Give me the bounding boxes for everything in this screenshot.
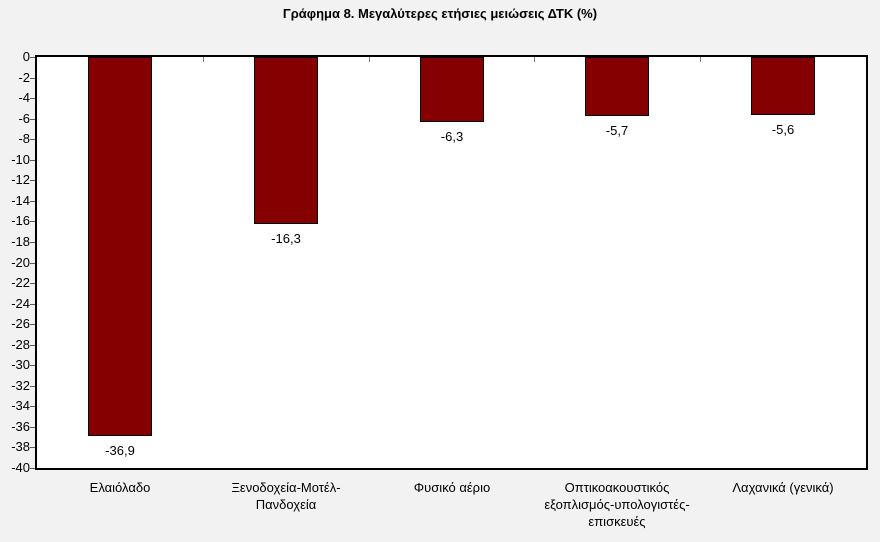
y-axis-tick-label: -32 — [11, 377, 30, 393]
y-axis-tick-mark — [30, 159, 35, 161]
bar-value-label: -16,3 — [271, 231, 301, 246]
y-axis-tick-label: -2 — [18, 69, 30, 85]
y-axis-tick-label: -40 — [11, 460, 30, 475]
y-axis-tick-label: -12 — [11, 172, 30, 188]
y-axis-tick-label: -26 — [11, 316, 30, 332]
y-axis-tick-label: -36 — [11, 418, 30, 434]
y-axis-tick-label: -22 — [11, 275, 30, 291]
bar-0 — [88, 57, 152, 436]
x-axis-boundary-tick — [534, 57, 535, 62]
y-axis-tick-mark — [30, 385, 35, 387]
x-axis-category-label: Οπτικοακουστικός εξοπλισμός-υπολογιστές-… — [544, 480, 690, 529]
y-axis-tick-mark — [30, 118, 35, 120]
y-axis-tick-mark — [30, 180, 35, 182]
y-axis-tick-label: -24 — [11, 295, 30, 311]
y-axis-tick-mark — [30, 262, 35, 264]
y-axis-tick-mark — [30, 365, 35, 367]
y-axis-tick-label: 0 — [22, 49, 30, 64]
y-axis-tick-mark — [30, 283, 35, 285]
y-axis-tick-mark — [30, 98, 35, 100]
y-axis-tick-mark — [30, 406, 35, 408]
x-axis-category-label: Φυσικό αέριο — [413, 480, 491, 495]
y-axis-tick-label: -20 — [11, 254, 30, 270]
x-axis-category-label: Λαχανικά (γενικά) — [732, 480, 834, 495]
y-axis-tick-mark — [30, 77, 35, 79]
y-axis-tick-mark — [30, 200, 35, 202]
x-axis-boundary-tick — [369, 57, 370, 62]
bar-value-label: -36,9 — [105, 443, 135, 458]
y-axis-tick-mark — [30, 324, 35, 326]
y-axis-tick-mark — [30, 344, 35, 346]
y-axis-tick-mark — [30, 468, 35, 469]
y-axis-tick-mark — [30, 241, 35, 243]
plot-area — [35, 55, 868, 470]
y-axis-tick-label: -34 — [11, 398, 30, 414]
y-axis-tick-label: -38 — [11, 439, 30, 455]
bar-3 — [585, 57, 649, 116]
x-axis-boundary-tick — [700, 57, 701, 62]
y-axis-tick-label: -14 — [11, 192, 30, 208]
y-axis-tick-mark — [30, 221, 35, 223]
y-axis-tick-label: -18 — [11, 233, 30, 249]
bar-value-label: -5,7 — [605, 123, 629, 138]
y-axis-tick-label: -16 — [11, 213, 30, 229]
x-axis-category-label: Ξενοδοχεία-Μοτέλ-Πανδοχεία — [231, 480, 341, 512]
y-axis-tick-mark — [30, 303, 35, 305]
bar-value-label: -5,6 — [771, 122, 795, 137]
bar-1 — [254, 57, 318, 224]
y-axis-tick-mark — [30, 447, 35, 449]
y-axis-tick-label: -4 — [18, 90, 30, 106]
y-axis-tick-label: -28 — [11, 336, 30, 352]
y-axis-tick-mark — [30, 139, 35, 141]
y-axis-tick-label: -30 — [11, 357, 30, 373]
bar-value-label: -6,3 — [440, 129, 464, 144]
bar-4 — [751, 57, 815, 115]
x-axis-boundary-tick — [203, 57, 204, 62]
y-axis-tick-mark — [30, 57, 35, 58]
y-axis-tick-mark — [30, 426, 35, 428]
x-axis-category-label: Ελαιόλαδο — [89, 480, 151, 495]
y-axis-tick-label: -10 — [11, 151, 30, 167]
y-axis-tick-label: -6 — [18, 110, 30, 126]
y-axis-tick-label: -8 — [18, 131, 30, 147]
chart-title: Γράφημα 8. Μεγαλύτερες ετήσιες μειώσεις … — [282, 6, 598, 21]
bar-2 — [420, 57, 484, 122]
